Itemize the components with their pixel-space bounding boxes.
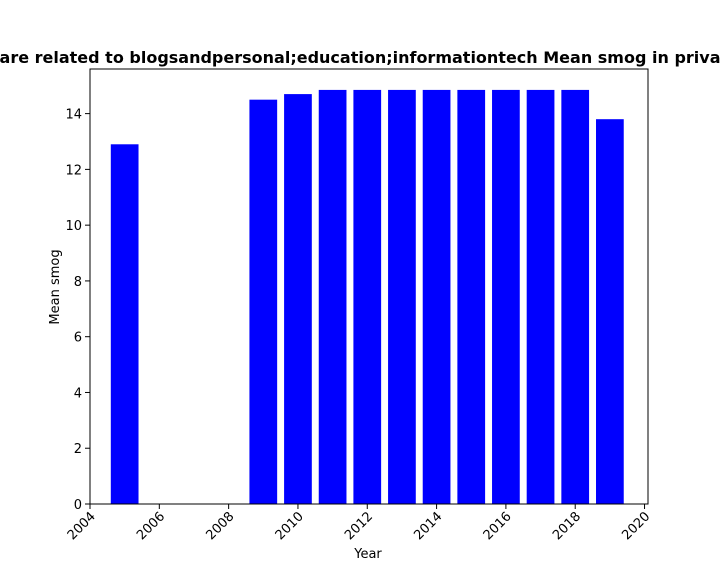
plot-frame: [89, 68, 649, 505]
y-tick-label: 6: [74, 331, 82, 346]
x-axis-ticks: 2004 2006 2008 2010 2012 2014 2016 2018 2020: [65, 504, 653, 543]
bar-2017: [526, 89, 555, 505]
y-tick-label: 10: [65, 219, 82, 234]
y-axis-ticks: 0 2 4 6 8 10 12 14: [65, 108, 90, 513]
y-tick-label: 0: [74, 498, 82, 513]
bar-2015: [457, 89, 486, 505]
bar-2005: [110, 144, 139, 505]
bar-2010: [284, 94, 312, 504]
bar-2012: [353, 89, 382, 505]
y-tick-label: 4: [74, 386, 82, 401]
bar-2013: [388, 89, 416, 505]
x-tick-label: 2008: [203, 509, 237, 543]
bar-2011: [318, 89, 347, 505]
x-tick-label: 2006: [134, 509, 168, 543]
y-axis-label: Mean smog: [48, 249, 63, 324]
chart-title: are related to blogsandpersonal;educatio…: [0, 48, 720, 67]
x-tick-label: 2014: [411, 509, 445, 543]
x-tick-label: 2020: [619, 509, 653, 543]
x-axis-label: Year: [353, 547, 382, 562]
y-tick-label: 14: [65, 108, 82, 123]
x-tick-label: 2010: [273, 509, 307, 543]
bar-2019: [596, 119, 624, 504]
y-tick-label: 8: [74, 275, 82, 290]
bar-2014: [422, 89, 451, 505]
x-tick-label: 2016: [481, 509, 515, 543]
bar-2018: [561, 89, 590, 505]
bars-group: [110, 89, 624, 505]
y-tick-label: 12: [65, 163, 82, 178]
bar-2009: [249, 99, 278, 504]
y-tick-label: 2: [74, 442, 82, 457]
bar-2016: [492, 89, 520, 505]
x-tick-label: 2012: [342, 509, 376, 543]
x-tick-label: 2018: [550, 509, 584, 543]
x-tick-label: 2004: [65, 509, 99, 543]
